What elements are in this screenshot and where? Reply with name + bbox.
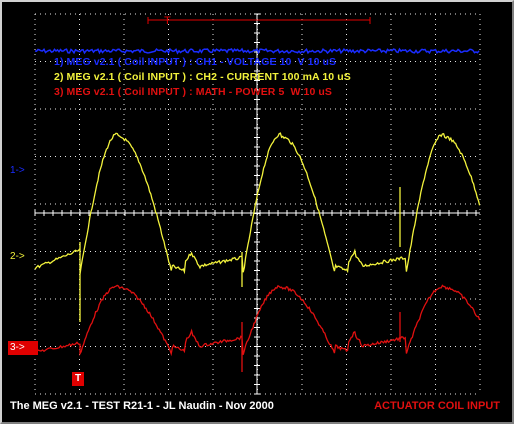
ch1-marker: 1-> [10, 165, 25, 176]
footer-caption: ACTUATOR COIL INPUT [374, 400, 500, 412]
trace-ch1-voltage [34, 47, 480, 55]
ch2-marker: 2-> [10, 251, 25, 262]
ch3-marker: 3-> [8, 341, 38, 355]
trace-ch2-current [34, 132, 481, 322]
legend-ch3: 3) MEG v2.1 ( Coil INPUT ) : MATH - POWE… [54, 86, 333, 98]
trigger-bracket: T [147, 15, 371, 27]
trace-ch3-power [34, 284, 481, 372]
trigger-top-label: T [164, 15, 171, 27]
footer-title: The MEG v2.1 - TEST R21-1 - JL Naudin - … [10, 400, 274, 412]
trigger-marker: T [72, 372, 84, 386]
legend-ch1: 1) MEG v2.1 ( Coil INPUT ) : CH1 - VOLTA… [54, 56, 337, 68]
legend-ch2: 2) MEG v2.1 ( Coil INPUT ) : CH2 - CURRE… [54, 71, 351, 83]
